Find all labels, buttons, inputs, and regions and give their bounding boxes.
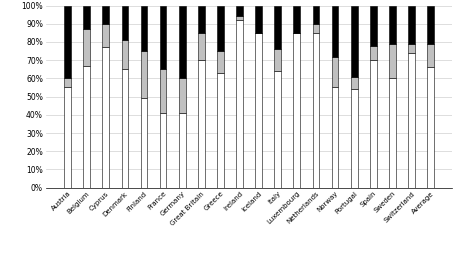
Bar xyxy=(217,51,224,73)
Bar xyxy=(64,87,71,188)
Bar xyxy=(389,44,396,78)
Bar xyxy=(351,76,357,89)
Bar xyxy=(179,6,186,78)
Bar xyxy=(351,89,357,188)
Bar xyxy=(179,78,186,113)
Bar xyxy=(427,67,434,188)
Bar xyxy=(351,6,357,76)
Bar xyxy=(332,87,338,188)
Bar xyxy=(313,24,319,33)
Bar xyxy=(198,6,205,33)
Bar xyxy=(141,6,147,51)
Bar xyxy=(255,6,262,33)
Bar xyxy=(122,40,128,69)
Bar xyxy=(332,6,338,57)
Bar xyxy=(198,60,205,188)
Bar xyxy=(236,17,243,20)
Bar xyxy=(236,6,243,17)
Bar xyxy=(198,33,205,60)
Bar xyxy=(141,99,147,188)
Bar xyxy=(102,47,109,188)
Bar xyxy=(408,6,415,44)
Bar xyxy=(370,6,377,46)
Bar xyxy=(160,69,166,113)
Bar xyxy=(141,51,147,99)
Bar xyxy=(293,6,300,33)
Bar xyxy=(427,44,434,67)
Bar xyxy=(64,78,71,87)
Bar xyxy=(102,6,109,24)
Bar xyxy=(274,71,281,188)
Bar xyxy=(160,113,166,188)
Bar xyxy=(274,49,281,71)
Bar xyxy=(293,33,300,188)
Bar xyxy=(427,6,434,44)
Bar xyxy=(313,6,319,24)
Bar xyxy=(102,24,109,47)
Bar xyxy=(274,6,281,49)
Bar xyxy=(179,113,186,188)
Bar xyxy=(389,78,396,188)
Bar xyxy=(122,6,128,40)
Bar xyxy=(389,6,396,44)
Bar xyxy=(236,20,243,188)
Bar xyxy=(255,33,262,188)
Bar xyxy=(217,73,224,188)
Bar xyxy=(64,6,71,78)
Bar xyxy=(217,6,224,51)
Bar xyxy=(370,60,377,188)
Bar xyxy=(332,57,338,87)
Bar xyxy=(122,69,128,188)
Bar xyxy=(160,6,166,69)
Bar xyxy=(408,53,415,188)
Bar xyxy=(370,46,377,60)
Bar xyxy=(408,44,415,53)
Bar xyxy=(83,66,90,188)
Bar xyxy=(83,29,90,66)
Bar xyxy=(313,33,319,188)
Bar xyxy=(83,6,90,29)
